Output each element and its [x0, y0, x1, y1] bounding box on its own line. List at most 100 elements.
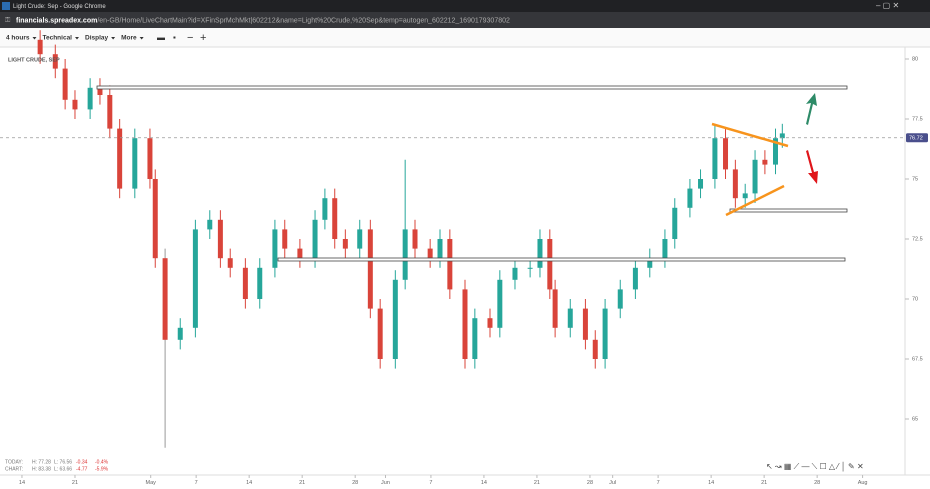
toolbar-menu[interactable]: Technical — [42, 35, 72, 42]
url-bar — [0, 12, 930, 28]
y-tick-label: 72.5 — [912, 236, 923, 242]
y-tick-label: 75 — [912, 176, 918, 182]
candle-body — [712, 138, 718, 179]
candle-body — [472, 318, 478, 359]
range-zone[interactable] — [277, 257, 846, 262]
toolbar-menu[interactable]: 4 hours — [6, 35, 30, 42]
candle-body — [192, 229, 198, 328]
candle-body — [698, 179, 704, 189]
candle-body — [367, 229, 373, 309]
candle-body — [357, 229, 363, 249]
candle-body — [672, 207, 678, 239]
trend-line[interactable] — [711, 122, 789, 148]
candle-body — [257, 267, 263, 299]
y-tick-label: 65 — [912, 416, 918, 422]
x-tick-label: 14 — [708, 480, 714, 486]
save-icon[interactable]: ▪ — [173, 33, 176, 42]
stat-cell: CHART: — [5, 466, 23, 472]
candle-body — [447, 239, 453, 290]
stat-cell: TODAY: — [5, 459, 23, 465]
favicon — [2, 2, 10, 10]
x-tick-label: May — [146, 480, 157, 486]
url-host: financials.spreadex.com — [16, 17, 97, 24]
stat-cell: -0.34 — [76, 459, 88, 465]
candle-body — [547, 239, 553, 290]
open-icon[interactable]: ▬ — [157, 33, 165, 42]
x-tick-label: 7 — [429, 480, 432, 486]
dropdown-caret — [32, 37, 37, 40]
candle-body — [162, 258, 168, 340]
stat-cell: L: 76.56 — [54, 459, 72, 465]
candle-body — [662, 239, 668, 259]
dropdown-caret — [75, 37, 79, 40]
candle-body — [752, 159, 758, 194]
candle-body — [527, 267, 533, 269]
drawing-tools[interactable]: ↖ ↝ ▦ ⟋ — ⟍ ☐ △ ⁄ │ ✎ ✕ — [766, 461, 864, 472]
candle-body — [242, 267, 248, 299]
url[interactable]: financials.spreadex.com/en-GB/Home/LiveC… — [16, 17, 510, 24]
zoom-in[interactable]: + — [200, 32, 206, 44]
candle-body — [723, 138, 729, 170]
x-tick-label: 7 — [657, 480, 660, 486]
lock-icon: ⚿ — [5, 17, 11, 24]
candle-body — [552, 289, 558, 328]
stat-cell: -0.4% — [95, 459, 109, 465]
candle-body — [147, 138, 153, 179]
trend-line[interactable] — [725, 184, 785, 217]
candle-body — [427, 248, 433, 259]
candle-body — [52, 54, 58, 69]
candle-body — [87, 87, 93, 110]
toolbar-items: 4 hours Technical Display More — [6, 35, 144, 42]
candle-body — [512, 267, 518, 280]
y-tick-label: 80 — [912, 56, 918, 62]
candle-body — [462, 289, 468, 359]
x-tick-label: 21 — [72, 480, 78, 486]
stat-cell: -4.77 — [76, 466, 88, 472]
candle-body — [592, 339, 598, 359]
candle-body — [779, 133, 785, 139]
x-tick-label: 21 — [761, 480, 767, 486]
x-tick-label: 14 — [246, 480, 252, 486]
down-arrow — [806, 150, 818, 184]
candle-body — [617, 289, 623, 309]
last-price-label: 76.72 — [909, 136, 923, 142]
candle-body — [217, 219, 223, 259]
x-tick-label: 14 — [481, 480, 487, 486]
x-tick-label: Jul — [609, 480, 616, 486]
support-zone[interactable] — [729, 208, 848, 213]
zoom-out[interactable]: − — [187, 32, 193, 44]
candle-body — [377, 308, 383, 359]
candle-body — [332, 198, 338, 239]
stat-cell: H: 77.28 — [32, 459, 51, 465]
candle-body — [732, 169, 738, 199]
candle-body — [342, 239, 348, 249]
x-tick-label: 28 — [587, 480, 593, 486]
y-tick-label: 77.5 — [912, 116, 923, 122]
window-controls[interactable]: – ▢ ✕ — [876, 1, 899, 10]
stats: TODAY: H: 77.28 L: 76.56 -0.34 -0.4% CHART: H:… — [5, 459, 109, 472]
resistance-zone[interactable] — [96, 85, 848, 90]
candle-body — [602, 308, 608, 359]
candle-body — [227, 258, 233, 268]
candle-body — [272, 229, 278, 268]
candle-body — [772, 138, 778, 165]
toolbar — [0, 28, 930, 47]
up-arrow — [806, 93, 817, 125]
candle-body — [392, 279, 398, 359]
title-bar — [0, 0, 930, 12]
candle-body — [487, 318, 493, 328]
window-title: Light Crude: Sep - Google Chrome — [13, 4, 106, 10]
toolbar-menu[interactable]: Display — [85, 35, 109, 42]
candle-body — [107, 95, 113, 129]
candle-body — [177, 327, 183, 340]
toolbar-menu[interactable]: More — [121, 35, 137, 42]
candle-body — [97, 87, 103, 95]
candle-body — [647, 258, 653, 268]
y-tick-label: 70 — [912, 296, 918, 302]
candle-body — [632, 267, 638, 290]
candle-body — [62, 68, 68, 100]
last-price-tag — [906, 133, 928, 143]
candle-body — [762, 159, 768, 165]
candle-body — [282, 229, 288, 249]
